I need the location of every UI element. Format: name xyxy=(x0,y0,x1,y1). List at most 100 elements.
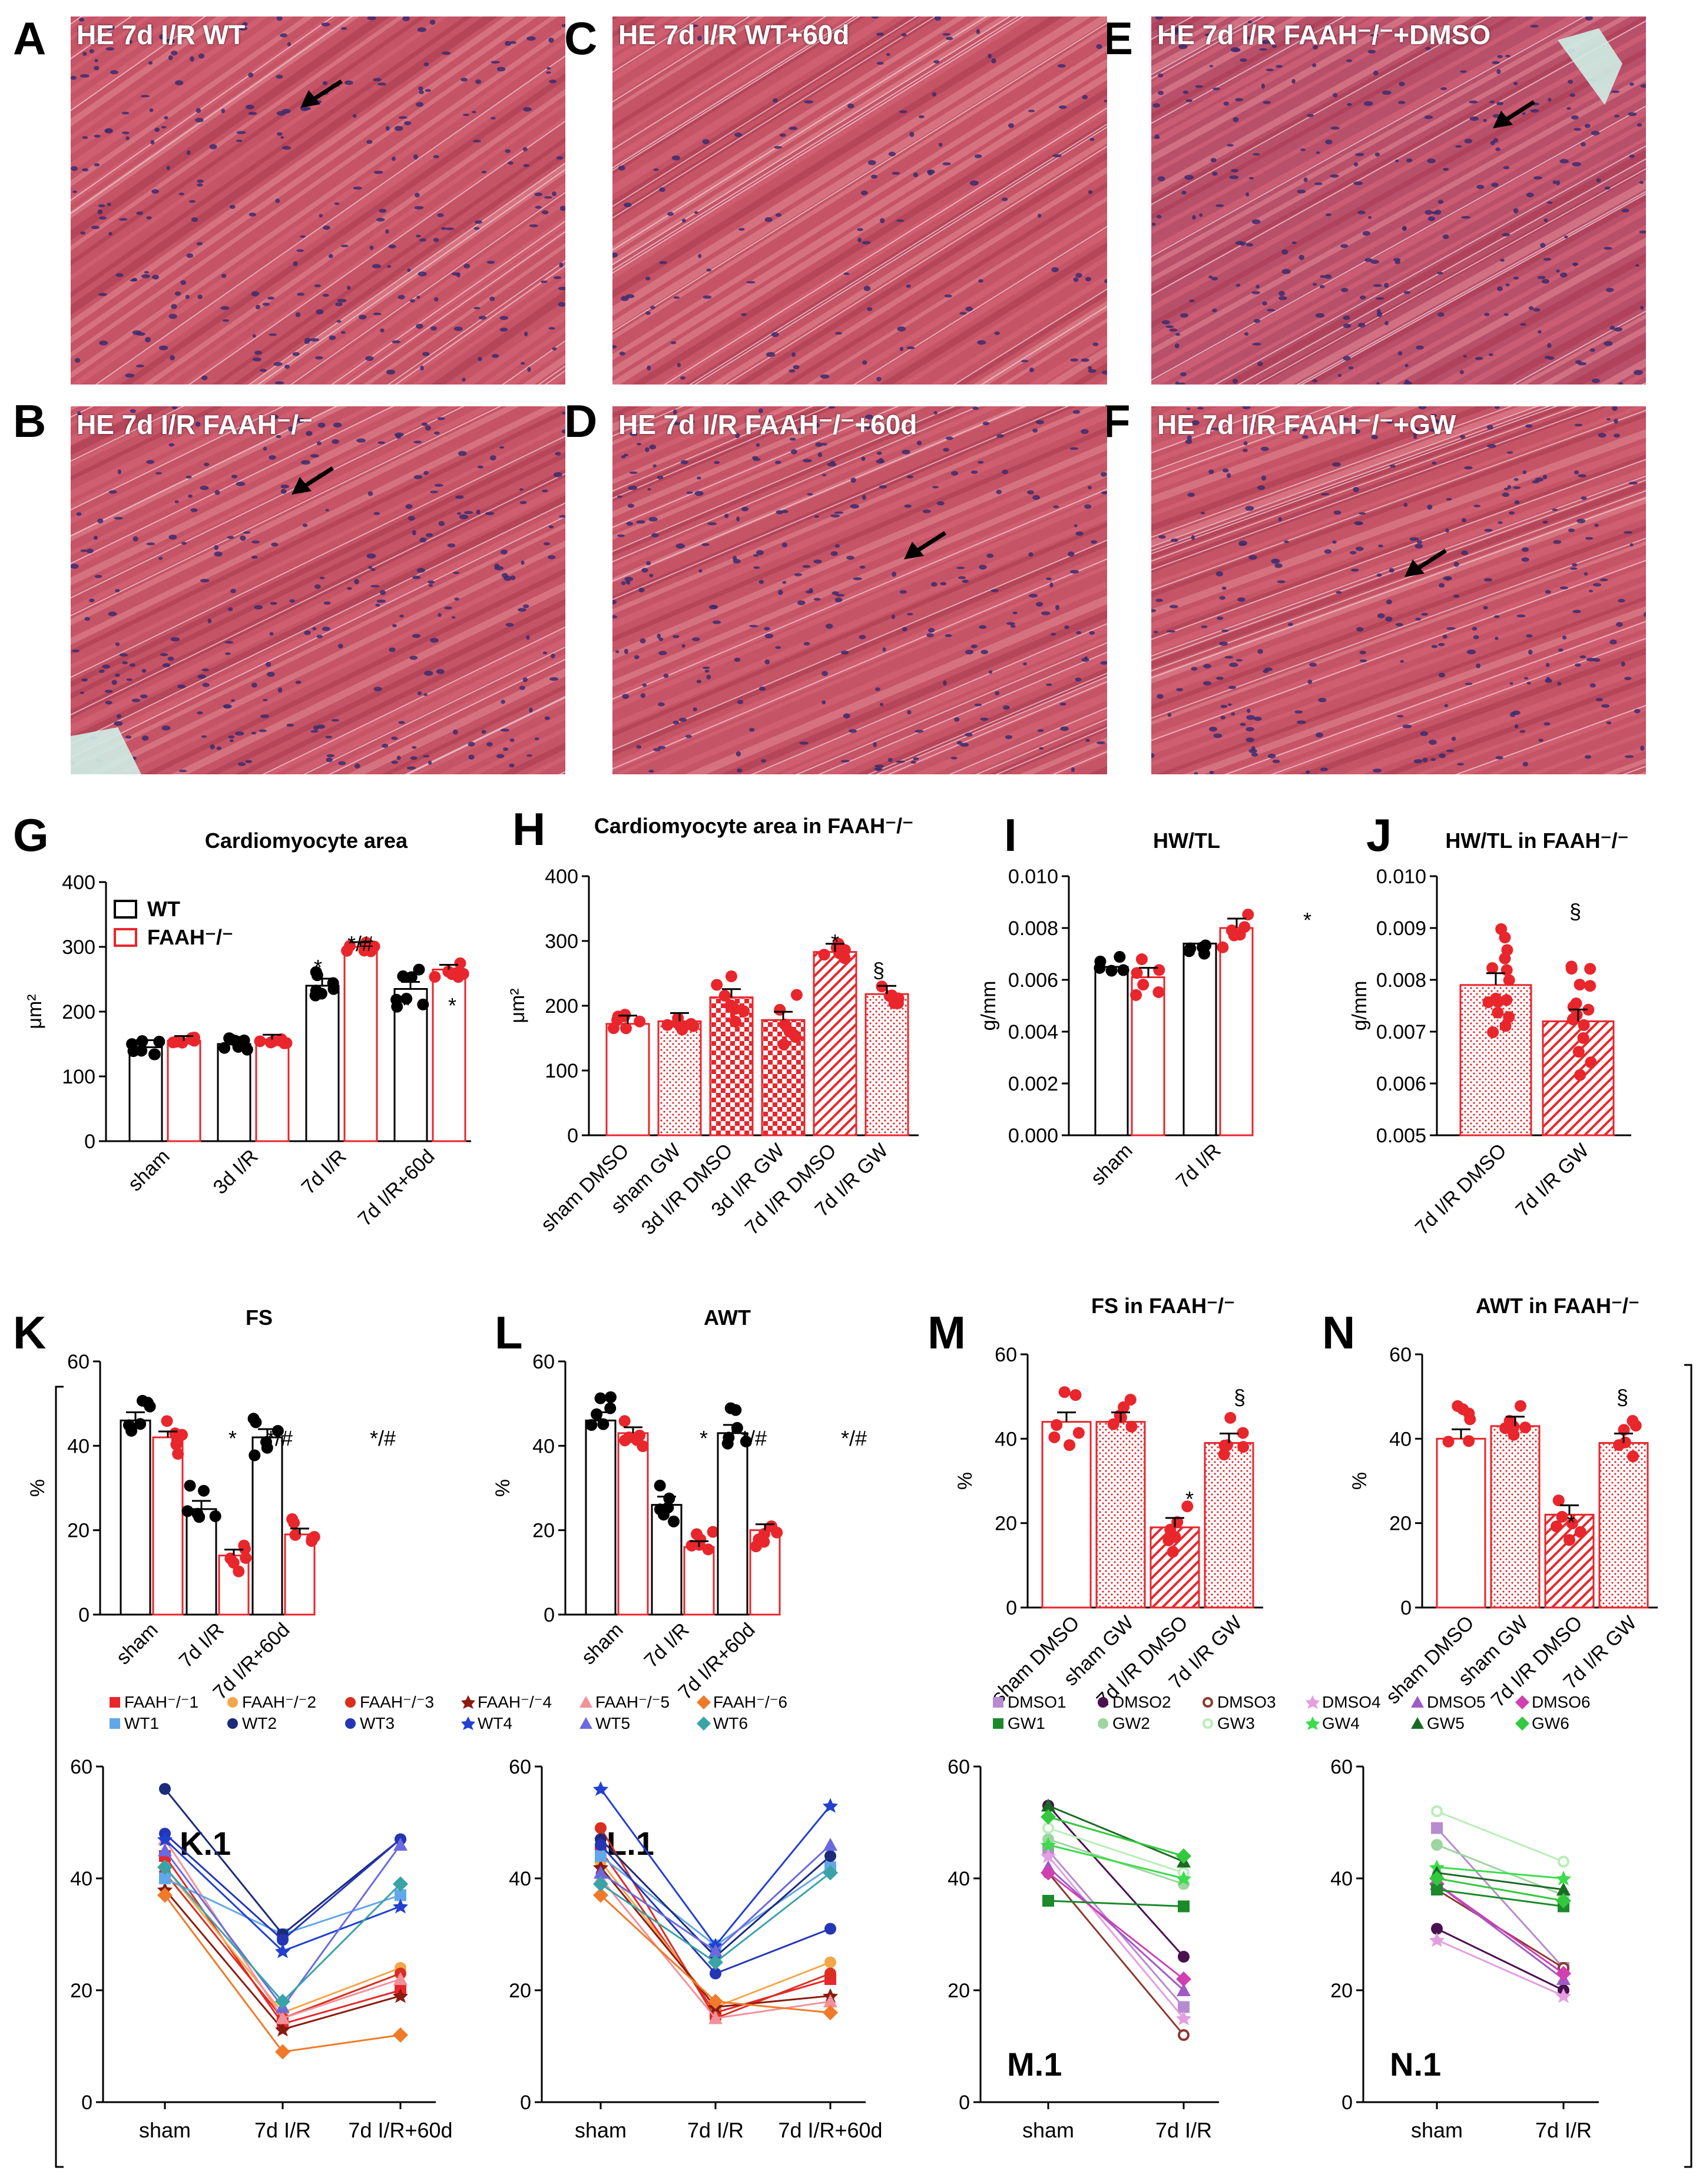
nucleus xyxy=(197,183,203,187)
data-point xyxy=(315,987,327,1000)
muscle-fiber xyxy=(71,406,565,714)
muscle-fiber xyxy=(71,16,565,385)
nucleus xyxy=(1287,622,1293,627)
nucleus xyxy=(876,32,885,36)
fiber-gap xyxy=(612,16,1107,382)
nucleus xyxy=(1305,770,1310,774)
nucleus xyxy=(389,647,396,652)
nucleus xyxy=(472,140,482,142)
muscle-fiber xyxy=(71,406,565,774)
fiber-gap xyxy=(71,520,565,774)
data-point xyxy=(634,1015,646,1028)
nucleus xyxy=(195,421,201,427)
y-tick-label: 40 xyxy=(67,1435,90,1457)
nucleus xyxy=(629,471,638,474)
nucleus xyxy=(1320,767,1328,771)
data-point xyxy=(1487,1026,1499,1038)
data-point xyxy=(721,1437,734,1450)
nucleus xyxy=(1057,64,1066,68)
series-line xyxy=(1436,1866,1564,1880)
nucleus xyxy=(1303,177,1308,183)
nucleus xyxy=(344,80,353,85)
nucleus xyxy=(316,309,324,314)
nucleus xyxy=(314,584,321,589)
muscle-fiber xyxy=(1151,16,1646,385)
nucleus xyxy=(168,313,177,319)
muscle-fiber xyxy=(1151,16,1646,310)
nucleus xyxy=(1274,563,1283,568)
marker xyxy=(595,1839,607,1851)
photo-caption-e: HE 7d I/R FAAH⁻/⁻+DMSO xyxy=(1157,19,1491,50)
nucleus xyxy=(1212,309,1217,313)
y-tick-label: 0.007 xyxy=(1376,1021,1426,1043)
data-point xyxy=(1495,923,1508,935)
data-point xyxy=(779,1018,791,1030)
series-line xyxy=(1047,1855,1185,2019)
nucleus xyxy=(418,86,423,91)
x-tick-label: 7d I/R xyxy=(687,2118,744,2142)
muscle-fiber xyxy=(612,406,1107,684)
nucleus xyxy=(398,721,405,724)
data-point xyxy=(457,967,469,980)
nucleus xyxy=(323,601,331,605)
nucleus xyxy=(104,690,113,693)
nucleus xyxy=(906,284,911,288)
marker xyxy=(593,1781,608,1796)
nucleus xyxy=(1276,65,1283,68)
nucleus xyxy=(496,67,506,72)
nucleus xyxy=(1267,753,1276,758)
marker xyxy=(1515,1716,1529,1731)
nucleus xyxy=(396,755,401,760)
nucleus xyxy=(1039,747,1044,750)
muscle-fiber xyxy=(612,458,1107,774)
nucleus xyxy=(1575,360,1582,364)
data-point xyxy=(181,1505,194,1517)
nucleus xyxy=(1076,631,1082,635)
marker xyxy=(110,1718,120,1729)
nucleus xyxy=(136,364,144,368)
nucleus xyxy=(1199,213,1203,217)
nucleus xyxy=(1037,213,1042,218)
x-tick-label: sham xyxy=(1411,2118,1463,2142)
marker xyxy=(1431,1839,1443,1851)
nucleus xyxy=(1284,540,1289,543)
nucleus xyxy=(1445,528,1449,533)
data-point xyxy=(1503,1011,1515,1023)
fiber-gap xyxy=(71,406,565,752)
nucleus xyxy=(417,27,427,32)
muscle-fiber xyxy=(71,16,565,385)
nucleus xyxy=(370,585,380,588)
nucleus xyxy=(1191,420,1200,426)
bar-wt xyxy=(217,1043,251,1142)
nucleus xyxy=(125,735,132,739)
nucleus xyxy=(1606,721,1612,725)
nucleus xyxy=(1359,512,1366,515)
nucleus xyxy=(544,716,551,720)
y-axis-label: % xyxy=(954,1472,976,1490)
muscle-fiber xyxy=(71,16,565,385)
muscle-fiber xyxy=(612,35,1107,385)
data-point xyxy=(1237,1427,1249,1439)
nucleus xyxy=(756,550,764,555)
panel-letter: L xyxy=(495,1307,523,1358)
muscle-fiber xyxy=(612,406,1107,671)
data-point xyxy=(1218,1449,1230,1461)
nucleus xyxy=(1251,753,1258,757)
nucleus xyxy=(235,731,244,736)
arrow-head xyxy=(904,542,924,559)
nucleus xyxy=(1272,44,1277,48)
nucleus xyxy=(1217,616,1224,620)
nucleus xyxy=(1029,594,1038,598)
nucleus xyxy=(1023,662,1027,666)
data-point xyxy=(1582,1003,1595,1016)
nucleus xyxy=(734,132,743,137)
nucleus xyxy=(504,575,512,581)
nucleus xyxy=(1281,249,1288,255)
nucleus xyxy=(694,491,704,496)
nucleus xyxy=(191,217,198,222)
nucleus xyxy=(441,227,446,230)
nucleus xyxy=(115,642,120,647)
nucleus xyxy=(686,491,693,494)
nucleus xyxy=(1389,568,1394,573)
nucleus xyxy=(210,744,215,750)
